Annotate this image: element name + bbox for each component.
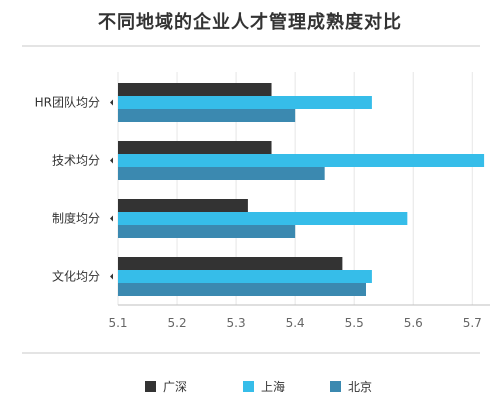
x-tick-label: 5.7 xyxy=(463,316,482,330)
category-label: HR团队均分 xyxy=(35,95,100,110)
legend-swatch xyxy=(330,381,341,392)
bar-0-1 xyxy=(118,96,372,109)
bar-3-2 xyxy=(118,283,366,296)
x-tick-label: 5.5 xyxy=(345,316,364,330)
legend-label: 北京 xyxy=(348,380,372,394)
category-label: 技术均分 xyxy=(52,154,100,168)
legend-label: 上海 xyxy=(261,379,285,394)
bar-0-0 xyxy=(118,83,272,96)
x-tick-label: 5.3 xyxy=(227,316,246,330)
x-tick-label: 5.1 xyxy=(108,316,127,330)
category-marker xyxy=(110,99,113,106)
bar-1-2 xyxy=(118,167,325,180)
bar-2-1 xyxy=(118,212,408,225)
category-label: 制度均分 xyxy=(52,211,100,226)
category-marker xyxy=(110,215,113,222)
category-label: 文化均分 xyxy=(52,269,100,284)
x-tick-label: 5.2 xyxy=(168,316,187,330)
bar-2-2 xyxy=(118,225,296,238)
bar-2-0 xyxy=(118,199,248,212)
bar-1-1 xyxy=(118,154,485,167)
x-tick-label: 5.6 xyxy=(404,316,423,330)
legend-swatch xyxy=(243,381,254,392)
category-marker xyxy=(110,273,113,280)
bar-0-2 xyxy=(118,109,296,122)
bar-3-0 xyxy=(118,257,343,270)
bar-3-1 xyxy=(118,270,372,283)
bar-1-0 xyxy=(118,141,272,154)
category-marker xyxy=(110,157,113,164)
legend-label: 广深 xyxy=(163,380,187,394)
chart-title: 不同地域的企业人才管理成熟度对比 xyxy=(98,12,402,33)
legend-swatch xyxy=(145,381,156,392)
x-tick-label: 5.4 xyxy=(286,316,305,330)
